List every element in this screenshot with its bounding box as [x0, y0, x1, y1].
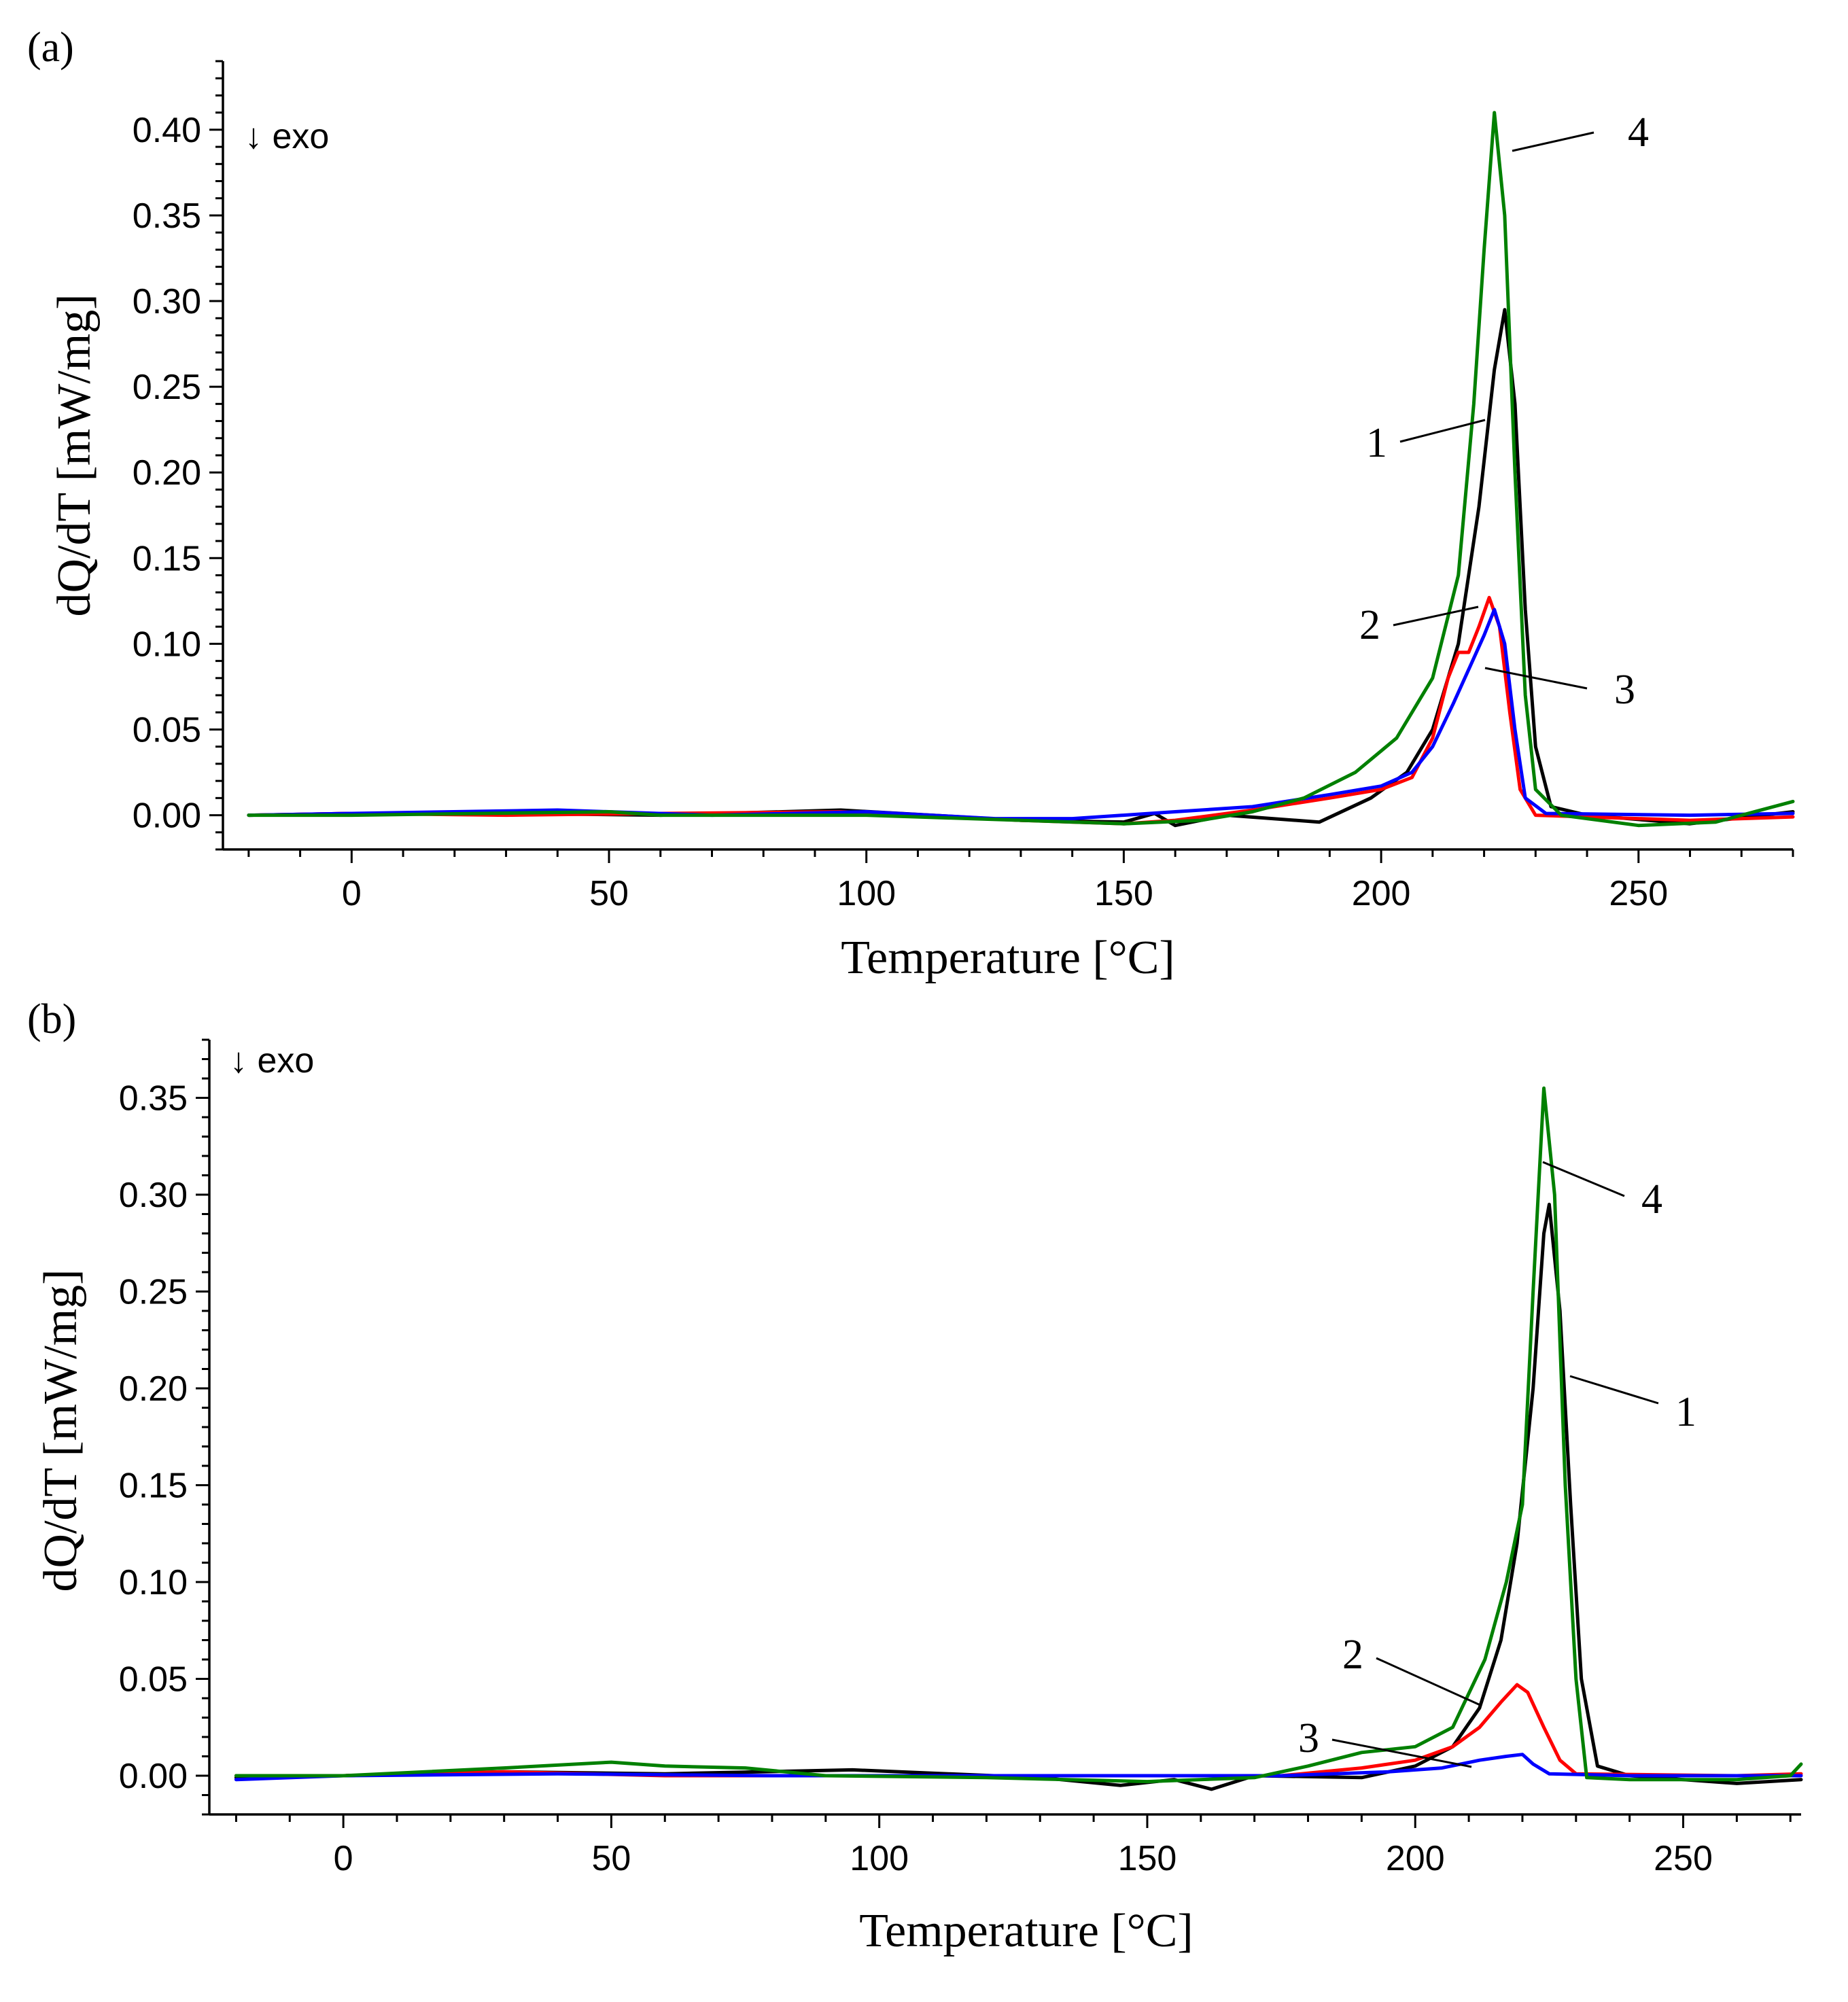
x-tick-label: 50 [589, 874, 629, 913]
curve-3-label: 3 [1614, 667, 1635, 713]
y-tick-label: 0.00 [133, 796, 201, 836]
curve-1-leader [1569, 1375, 1659, 1405]
x-tick-label: 50 [591, 1839, 631, 1878]
y-tick-label: 0.20 [119, 1369, 188, 1409]
curve-2-leader [1393, 605, 1479, 627]
panel-a: (a) ↓ exo 0 50 100 150 200 250 0.00 0.05 0.10 0.15 0… [27, 24, 1795, 984]
series-3-line [234, 1753, 1803, 1782]
curve-4-leader [1512, 131, 1594, 152]
series-2-line [247, 595, 1795, 826]
y-tick-label: 0.20 [133, 453, 201, 493]
x-tick-label: 200 [1386, 1839, 1445, 1878]
series-4-line [234, 1086, 1803, 1784]
y-tick-label: 0.05 [119, 1660, 188, 1700]
x-tick-label: 0 [342, 874, 362, 913]
series-2-line [234, 1683, 1803, 1778]
exo-direction-label: ↓ exo [230, 1041, 314, 1081]
y-tick-label: 0.40 [133, 111, 201, 150]
curve-4-label: 4 [1641, 1176, 1662, 1223]
y-tick-label: 0.15 [133, 539, 201, 578]
y-axis-title: dQ/dT [mW/mg] [35, 1269, 87, 1592]
y-tick-label: 0.25 [133, 368, 201, 407]
x-tick-label: 150 [1118, 1839, 1177, 1878]
curve-3-leader [1331, 1738, 1472, 1768]
curve-2-leader [1376, 1657, 1482, 1707]
x-axis-title: Temperature [°C] [841, 932, 1174, 984]
y-tick-label: 0.05 [133, 710, 201, 750]
panel-b: (b) ↓ exo 0 50 100 150 200 250 0.00 0.05 0.10 0.15 0… [27, 996, 1803, 1957]
y-tick-label: 0.15 [119, 1467, 188, 1506]
x-tick-label: 250 [1609, 874, 1668, 913]
curve-2-label: 2 [1342, 1632, 1363, 1678]
curve-1-label: 1 [1675, 1389, 1696, 1435]
y-tick-label: 0.35 [133, 196, 201, 236]
curve-1-label: 1 [1366, 420, 1387, 466]
curve-1-leader [1399, 419, 1486, 443]
x-tick-label: 100 [850, 1839, 909, 1878]
y-axis-title: dQ/dT [mW/mg] [48, 294, 101, 616]
y-tick-label: 0.25 [119, 1273, 188, 1312]
y-tick-label: 0.10 [119, 1563, 188, 1602]
panel-label: (a) [27, 24, 74, 71]
series-3-line [247, 608, 1795, 821]
curve-4-leader [1542, 1161, 1625, 1197]
curve-2-label: 2 [1359, 602, 1380, 648]
x-tick-label: 150 [1094, 874, 1153, 913]
exo-direction-label: ↓ exo [245, 117, 329, 156]
y-tick-label: 0.30 [119, 1176, 188, 1215]
series-4-line [247, 111, 1795, 828]
series-1-line [247, 308, 1795, 828]
curve-3-leader [1484, 667, 1588, 690]
x-tick-label: 100 [837, 874, 896, 913]
curve-4-label: 4 [1628, 109, 1649, 156]
y-tick-label: 0.10 [133, 625, 201, 664]
x-axis-title: Temperature [°C] [859, 1905, 1193, 1957]
y-tick-label: 0.00 [119, 1757, 188, 1796]
x-tick-label: 250 [1654, 1839, 1713, 1878]
panel-label: (b) [27, 996, 76, 1042]
y-tick-label: 0.30 [133, 282, 201, 321]
curve-3-label: 3 [1298, 1715, 1319, 1761]
x-tick-label: 0 [334, 1839, 353, 1878]
series-1-line [234, 1202, 1803, 1791]
x-tick-label: 200 [1352, 874, 1411, 913]
y-tick-label: 0.35 [119, 1079, 188, 1119]
